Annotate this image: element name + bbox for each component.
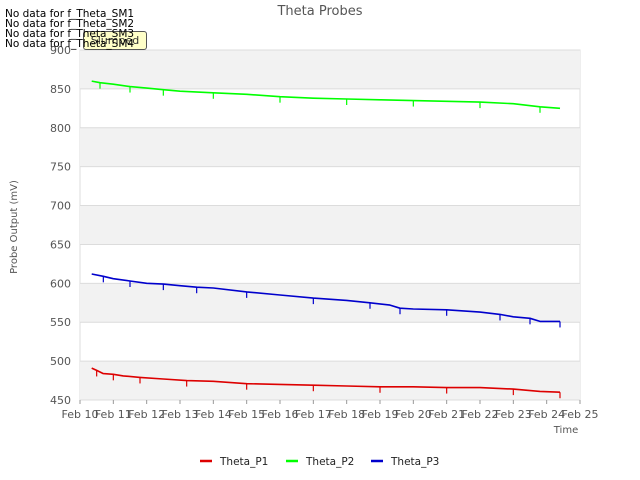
y-tick-label: 550	[50, 316, 71, 329]
plot-background	[79, 49, 581, 401]
grid-band	[80, 50, 580, 89]
gridlines	[80, 49, 580, 401]
series-lines	[91, 80, 561, 399]
legend: Theta_P1 Theta_P2 Theta_P3	[200, 456, 439, 468]
no-data-message: No data for f_Theta_SM1	[5, 8, 135, 20]
slumped-badge: Slumped	[83, 31, 147, 50]
y-axis-label: Probe Output (mV)	[9, 180, 20, 274]
grid-band	[80, 205, 580, 245]
y-tick-label: 450	[50, 394, 71, 407]
x-tick-label: Feb 11	[95, 408, 132, 421]
x-tick-label: Feb 10	[62, 408, 99, 421]
y-tick-label: 750	[50, 161, 71, 174]
x-tick-label: Feb 14	[195, 408, 232, 421]
legend-label: Theta_P2	[305, 456, 354, 468]
x-tick-label: Feb 24	[528, 408, 565, 421]
x-tick-label: Feb 23	[495, 408, 532, 421]
no-data-message: No data for f_Theta_SM3	[5, 28, 135, 40]
y-tick-label: 700	[50, 200, 71, 213]
series-line-theta_p3	[91, 273, 560, 323]
no-data-message: No data for f_Theta_SM2	[5, 18, 135, 30]
x-tick-label: Feb 17	[295, 408, 332, 421]
grid-band	[80, 283, 580, 323]
grid-band	[80, 361, 580, 400]
x-axis-label: Time	[553, 425, 578, 436]
grid-band	[80, 127, 580, 167]
x-tick-label: Feb 19	[362, 408, 399, 421]
x-tick-label: Feb 22	[462, 408, 499, 421]
x-tick-label: Feb 15	[228, 408, 265, 421]
x-tick-label: Feb 18	[328, 408, 365, 421]
y-tick-label: 800	[50, 122, 71, 135]
legend-label: Theta_P1	[219, 456, 268, 468]
x-tick-label: Feb 25	[562, 408, 599, 421]
x-tick-label: Feb 13	[162, 408, 199, 421]
no-data-message: No data for f_Theta_SM4	[5, 38, 135, 50]
y-tick-label: 850	[50, 83, 71, 96]
x-tick-label: Feb 21	[428, 408, 465, 421]
y-tick-label: 500	[50, 355, 71, 368]
y-tick-label: 900	[50, 44, 71, 57]
chart-title: Theta Probes	[276, 4, 362, 19]
x-tick-label: Feb 20	[395, 408, 432, 421]
y-tick-label: 650	[50, 238, 71, 251]
legend-label: Theta_P3	[390, 456, 439, 468]
series-line-theta_p1	[91, 367, 561, 393]
x-tick-label: Feb 16	[262, 408, 299, 421]
x-tick-label: Feb 12	[128, 408, 165, 421]
y-tick-label: 600	[50, 277, 71, 290]
